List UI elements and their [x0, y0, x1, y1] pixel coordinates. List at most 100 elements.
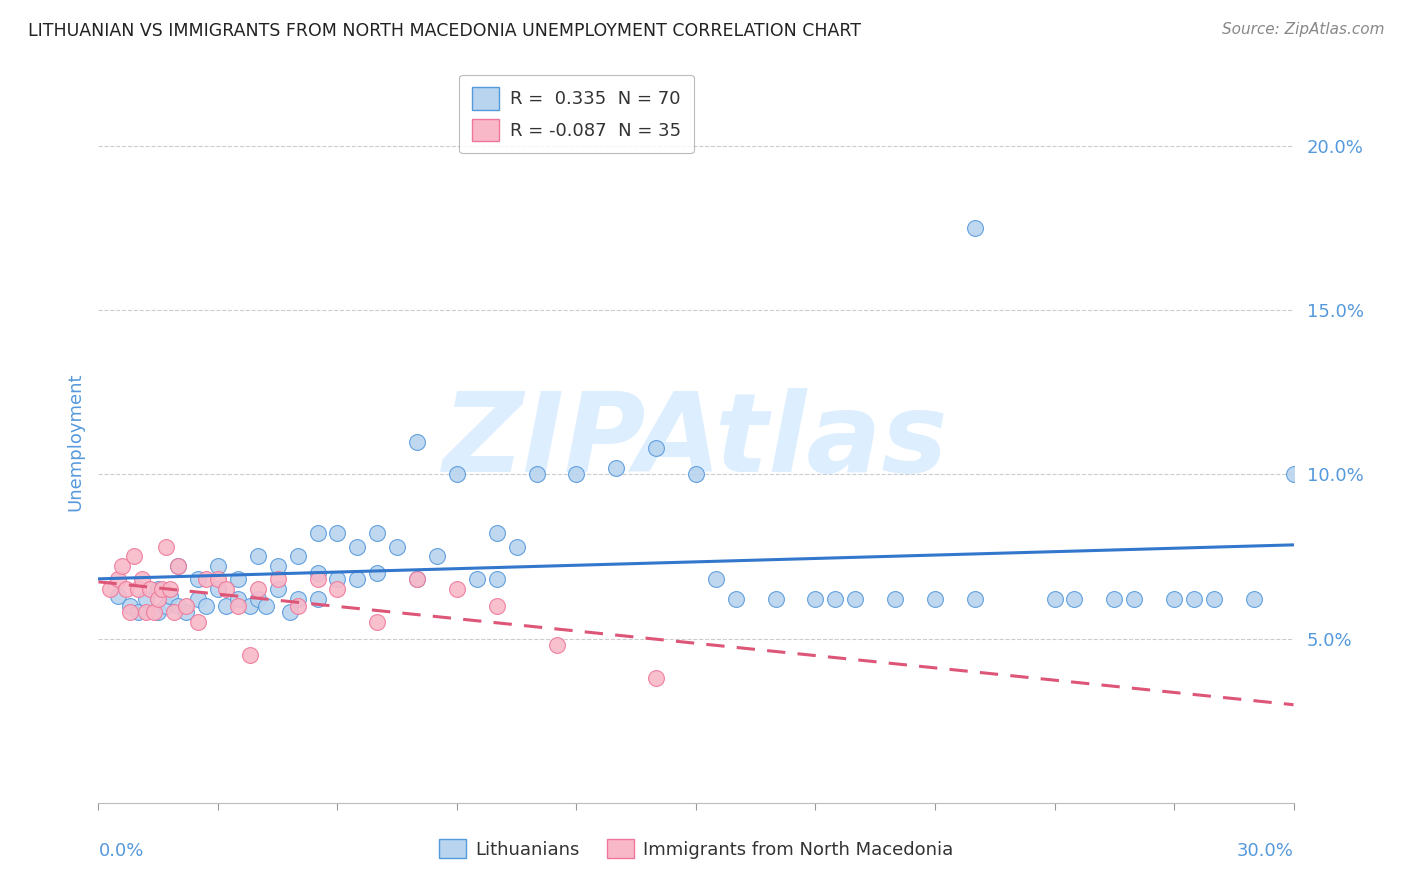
Point: [195, 599, 218, 613]
Text: ZIPAtlas: ZIPAtlas: [443, 388, 949, 495]
Point: [187, 615, 209, 630]
Point: [526, 467, 548, 482]
Point: [127, 605, 149, 619]
Point: [150, 582, 173, 597]
Point: [226, 592, 249, 607]
Point: [724, 592, 747, 607]
Point: [167, 599, 190, 613]
Point: [226, 599, 249, 613]
Text: 30.0%: 30.0%: [1237, 842, 1294, 860]
Point: [346, 540, 368, 554]
Point: [174, 599, 197, 613]
Point: [278, 605, 301, 619]
Point: [267, 582, 290, 597]
Point: [226, 573, 249, 587]
Point: [485, 599, 508, 613]
Point: [287, 599, 309, 613]
Point: [446, 467, 468, 482]
Point: [111, 559, 134, 574]
Point: [446, 582, 468, 597]
Point: [246, 592, 269, 607]
Point: [307, 566, 329, 580]
Point: [135, 592, 157, 607]
Point: [645, 671, 668, 685]
Point: [963, 221, 986, 235]
Point: [326, 582, 349, 597]
Point: [120, 605, 142, 619]
Point: [148, 592, 170, 607]
Point: [107, 589, 129, 603]
Point: [207, 559, 229, 574]
Point: [246, 582, 269, 597]
Point: [207, 582, 229, 597]
Text: 0.0%: 0.0%: [98, 842, 143, 860]
Point: [174, 605, 197, 619]
Point: [485, 526, 508, 541]
Point: [1043, 592, 1066, 607]
Point: [406, 573, 429, 587]
Point: [107, 573, 129, 587]
Point: [215, 582, 238, 597]
Point: [963, 592, 986, 607]
Point: [307, 592, 329, 607]
Point: [1202, 592, 1225, 607]
Point: [148, 605, 170, 619]
Point: [287, 549, 309, 564]
Point: [287, 592, 309, 607]
Point: [155, 599, 177, 613]
Point: [506, 540, 529, 554]
Point: [239, 599, 262, 613]
Point: [546, 638, 568, 652]
Point: [307, 526, 329, 541]
Point: [167, 559, 190, 574]
Point: [685, 467, 707, 482]
Point: [645, 441, 668, 455]
Point: [1282, 467, 1305, 482]
Text: LITHUANIAN VS IMMIGRANTS FROM NORTH MACEDONIA UNEMPLOYMENT CORRELATION CHART: LITHUANIAN VS IMMIGRANTS FROM NORTH MACE…: [28, 22, 860, 40]
Point: [187, 573, 209, 587]
Point: [120, 599, 142, 613]
Point: [366, 615, 388, 630]
Point: [98, 582, 122, 597]
Point: [115, 582, 138, 597]
Point: [159, 589, 181, 603]
Point: [924, 592, 946, 607]
Text: Source: ZipAtlas.com: Source: ZipAtlas.com: [1222, 22, 1385, 37]
Point: [366, 526, 388, 541]
Point: [326, 573, 349, 587]
Point: [465, 573, 488, 587]
Point: [1182, 592, 1205, 607]
Point: [406, 573, 429, 587]
Point: [239, 648, 262, 662]
Point: [1163, 592, 1185, 607]
Point: [127, 582, 149, 597]
Point: [215, 599, 238, 613]
Point: [704, 573, 727, 587]
Point: [1243, 592, 1265, 607]
Point: [565, 467, 588, 482]
Point: [246, 549, 269, 564]
Point: [187, 592, 209, 607]
Point: [426, 549, 449, 564]
Point: [195, 573, 218, 587]
Point: [155, 540, 177, 554]
Point: [1063, 592, 1085, 607]
Point: [385, 540, 409, 554]
Point: [1123, 592, 1146, 607]
Point: [485, 573, 508, 587]
Point: [844, 592, 866, 607]
Point: [163, 605, 186, 619]
Legend: Lithuanians, Immigrants from North Macedonia: Lithuanians, Immigrants from North Maced…: [432, 832, 960, 866]
Point: [307, 573, 329, 587]
Point: [346, 573, 368, 587]
Point: [366, 566, 388, 580]
Point: [824, 592, 846, 607]
Point: [143, 605, 166, 619]
Point: [804, 592, 827, 607]
Point: [167, 559, 190, 574]
Point: [605, 460, 627, 475]
Point: [406, 434, 429, 449]
Point: [765, 592, 787, 607]
Point: [139, 582, 162, 597]
Y-axis label: Unemployment: Unemployment: [66, 372, 84, 511]
